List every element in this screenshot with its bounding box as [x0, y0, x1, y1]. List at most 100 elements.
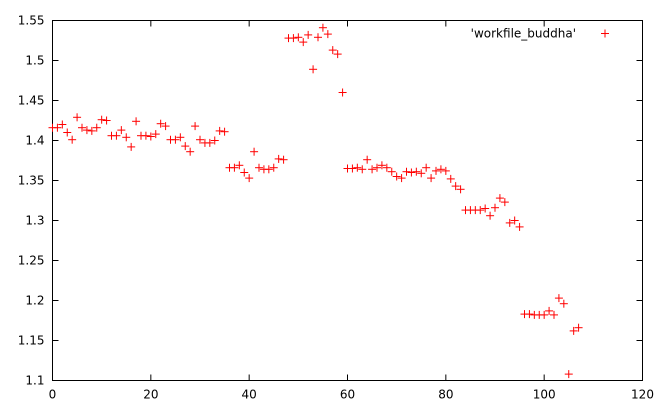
data-point [446, 174, 455, 183]
data-point [161, 122, 170, 131]
data-point [436, 165, 445, 174]
data-point [486, 211, 495, 220]
data-point [564, 370, 573, 379]
data-point [323, 30, 332, 39]
data-point [132, 117, 141, 126]
data-point [250, 147, 259, 156]
legend: 'workfile_buddha' [471, 27, 609, 41]
data-point [368, 165, 377, 174]
data-point [377, 161, 386, 170]
y-tick-label: 1.2 [25, 294, 44, 308]
data-point [112, 131, 121, 140]
data-point [176, 133, 185, 142]
data-point [78, 123, 86, 132]
y-tick-label: 1.55 [18, 14, 45, 28]
data-point [545, 306, 554, 315]
data-point [554, 294, 563, 303]
data-point [392, 172, 401, 181]
data-point [432, 166, 440, 175]
data-point [215, 126, 224, 135]
y-tick-label: 1.4 [25, 134, 44, 148]
data-point [68, 135, 77, 144]
data-point [382, 163, 391, 172]
axis-ticks: 0 20 40 60 80 100 120 1.1 1.15 1.2 1.25 1.3 1.35 1.4 1… [18, 14, 654, 402]
data-point [73, 113, 82, 122]
data-point [373, 163, 381, 172]
data-point [97, 115, 106, 124]
data-point [294, 33, 303, 42]
y-tick-label: 1.35 [18, 174, 45, 188]
y-tick-label: 1.15 [18, 334, 45, 348]
data-point [412, 167, 421, 176]
data-point [220, 127, 229, 136]
data-point [117, 126, 126, 135]
data-point [515, 222, 524, 231]
data-point [456, 185, 465, 194]
y-tick-label: 1.25 [18, 254, 45, 268]
data-point [550, 310, 558, 319]
data-point [210, 136, 219, 145]
data-point [146, 132, 155, 141]
data-point [314, 33, 322, 42]
data-point [417, 169, 426, 178]
data-point [491, 203, 499, 212]
y-tick-label: 1.1 [25, 374, 44, 388]
data-point [289, 34, 298, 43]
data-point [230, 163, 239, 172]
data-point [274, 154, 283, 163]
data-point [122, 133, 131, 142]
x-tick-label: 40 [242, 388, 257, 402]
data-point [481, 204, 490, 213]
y-tick-label: 1.45 [18, 94, 45, 108]
legend-marker [601, 29, 609, 38]
data-point [156, 119, 165, 128]
data-point [171, 135, 180, 144]
data-point [245, 174, 254, 183]
data-point [82, 126, 91, 135]
data-point [127, 142, 136, 151]
data-point [510, 216, 519, 225]
x-tick-label: 80 [438, 388, 453, 402]
data-point [422, 163, 431, 172]
data-point [53, 123, 62, 132]
x-tick-label: 60 [340, 388, 355, 402]
data-point [240, 168, 249, 177]
data-point [269, 163, 278, 172]
data-point [181, 142, 190, 151]
legend-label: 'workfile_buddha' [471, 27, 576, 41]
data-point [255, 163, 263, 172]
data-point [205, 138, 214, 147]
data-point [402, 167, 411, 176]
data-point [559, 299, 568, 308]
data-point [387, 167, 396, 176]
data-point [525, 310, 534, 319]
data-point [63, 128, 72, 137]
data-point [500, 198, 509, 207]
data-point [58, 120, 67, 129]
x-tick-label: 100 [533, 388, 556, 402]
x-tick-label: 0 [49, 388, 57, 402]
data-point [186, 147, 195, 156]
data-point [441, 166, 450, 175]
data-point [299, 38, 308, 47]
data-point [102, 116, 111, 125]
data-point [92, 123, 101, 132]
data-point [363, 155, 372, 164]
data-point [318, 23, 327, 32]
data-point [304, 30, 313, 39]
data-point [333, 50, 342, 59]
data-point [495, 194, 504, 203]
data-point [427, 174, 436, 183]
data-point [141, 131, 150, 140]
data-point [358, 165, 367, 174]
data-point [569, 326, 578, 335]
data-point [87, 126, 96, 135]
data-point [451, 182, 460, 191]
data-point [407, 168, 416, 177]
data-point [505, 218, 514, 227]
legend-marker-symbol [601, 29, 609, 38]
x-tick-label: 20 [143, 388, 158, 402]
data-point [540, 310, 549, 319]
